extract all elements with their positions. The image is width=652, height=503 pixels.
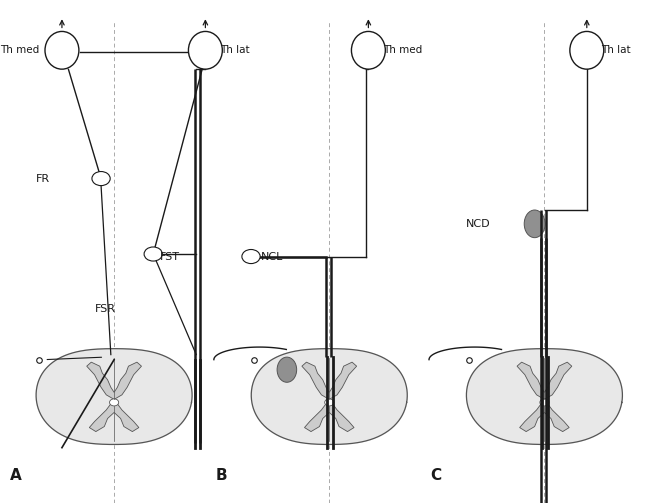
Ellipse shape [45, 32, 79, 69]
Circle shape [92, 172, 110, 186]
Text: Th med: Th med [0, 45, 39, 55]
Polygon shape [251, 349, 408, 445]
Ellipse shape [351, 32, 385, 69]
Polygon shape [466, 349, 623, 445]
Polygon shape [87, 362, 141, 432]
Circle shape [110, 399, 119, 406]
Text: Th lat: Th lat [601, 45, 630, 55]
Circle shape [144, 247, 162, 261]
Text: A: A [10, 468, 22, 483]
Ellipse shape [188, 32, 222, 69]
Polygon shape [36, 349, 192, 445]
Text: FR: FR [36, 174, 50, 184]
Ellipse shape [277, 357, 297, 382]
Text: FST: FST [160, 252, 180, 262]
Polygon shape [302, 362, 357, 432]
Text: C: C [430, 468, 441, 483]
Text: FSR: FSR [95, 304, 115, 314]
Text: Th lat: Th lat [220, 45, 249, 55]
Polygon shape [517, 362, 572, 432]
Circle shape [325, 399, 334, 406]
Circle shape [242, 249, 260, 264]
Ellipse shape [524, 210, 545, 238]
Text: NCL: NCL [261, 252, 283, 262]
Text: B: B [215, 468, 227, 483]
Text: Th med: Th med [383, 45, 422, 55]
Circle shape [540, 399, 549, 406]
Ellipse shape [570, 32, 604, 69]
Text: NCD: NCD [466, 219, 491, 229]
